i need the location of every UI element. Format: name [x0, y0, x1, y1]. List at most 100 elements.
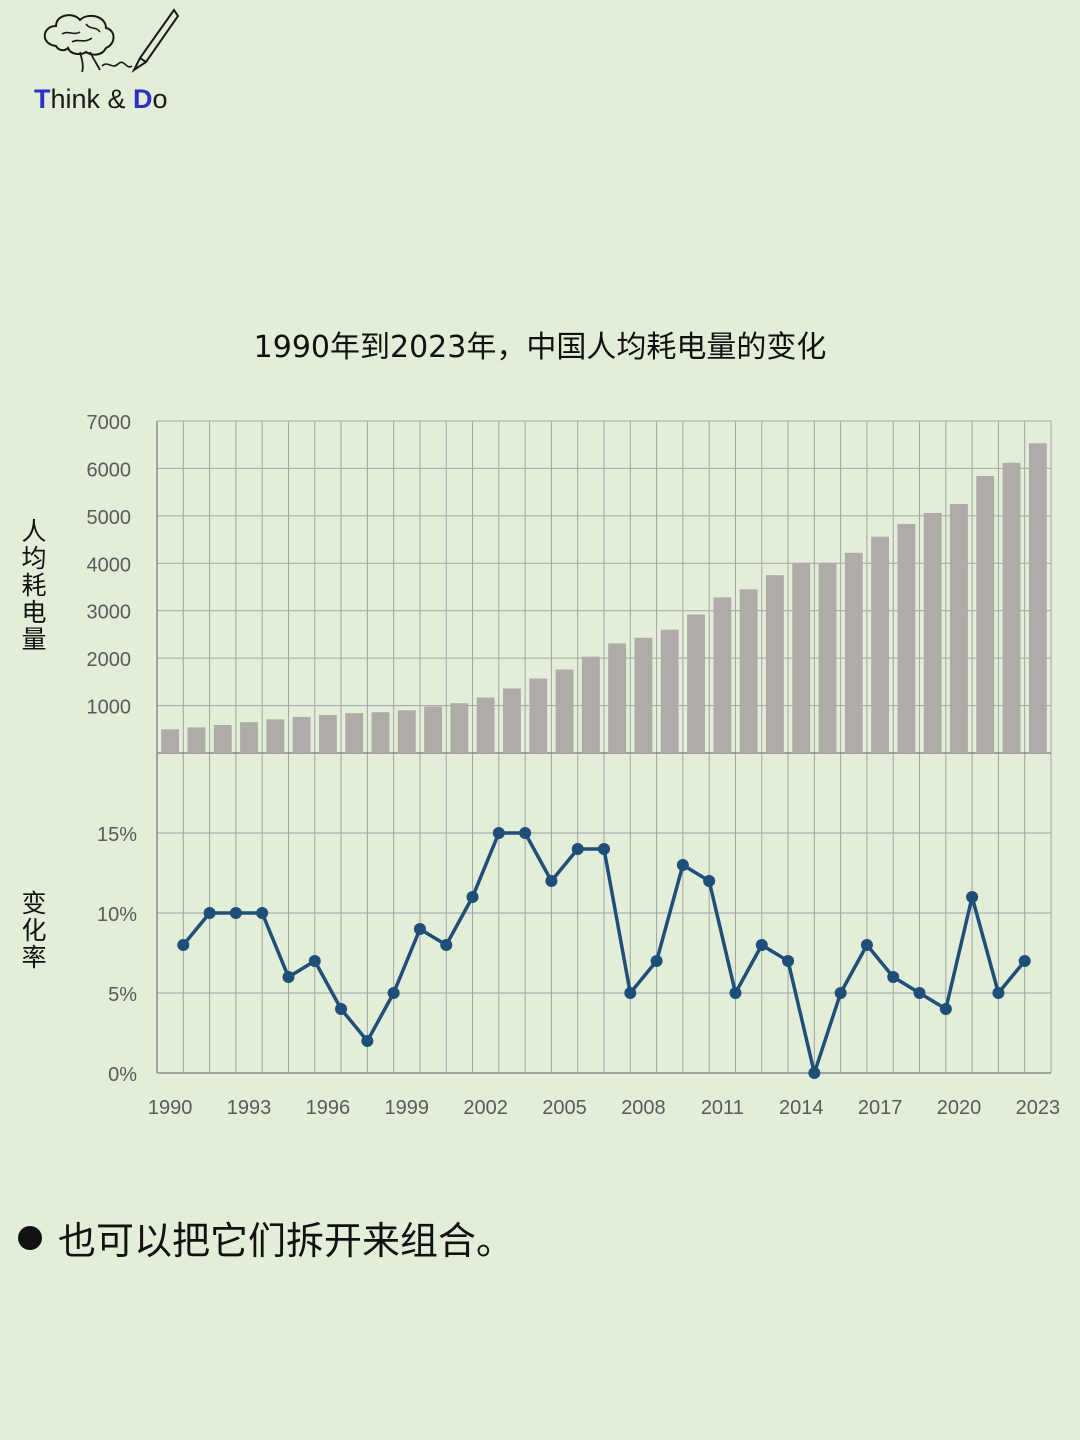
logo-text-end: o — [152, 84, 168, 114]
bar — [818, 563, 837, 753]
x-tick-label: 1990 — [148, 1097, 193, 1119]
top-y-tick-label: 6000 — [87, 459, 132, 481]
bar — [713, 597, 732, 753]
bar — [581, 656, 600, 753]
logo-letter-d: D — [133, 84, 153, 114]
bar — [1028, 443, 1047, 753]
bar — [397, 710, 416, 753]
bar — [792, 563, 811, 753]
bar — [213, 725, 232, 753]
bar — [634, 637, 653, 753]
data-point — [913, 987, 926, 999]
data-point — [808, 1067, 821, 1079]
y-axis-label-char: 率 — [21, 943, 47, 972]
data-point — [703, 875, 716, 887]
data-point — [413, 923, 426, 935]
bar — [950, 504, 968, 753]
note-text: 也可以把它们拆开来组合。 — [58, 1219, 515, 1263]
bottom-y-tick-label: 10% — [97, 904, 137, 926]
logo-letter-t: T — [34, 84, 51, 114]
data-point — [387, 987, 400, 999]
bar — [765, 575, 784, 753]
y-axis-label-char: 量 — [21, 625, 47, 654]
y-axis-label-char: 耗 — [21, 571, 47, 600]
top-y-tick-label: 4000 — [87, 554, 132, 576]
bar — [240, 722, 258, 753]
bottom-y-tick-label: 5% — [108, 984, 137, 1006]
x-tick-label: 2008 — [621, 1097, 666, 1119]
x-tick-label: 2011 — [701, 1097, 744, 1119]
y-axis-label-char: 电 — [21, 598, 47, 627]
logo-text-mid: hink & — [50, 84, 134, 114]
bar — [503, 688, 521, 753]
data-point — [203, 907, 216, 919]
bar — [424, 706, 443, 753]
bar — [345, 713, 364, 753]
data-point — [177, 939, 190, 951]
bar — [660, 629, 679, 753]
bar — [450, 703, 469, 753]
brand-logo: Think & Do — [30, 8, 200, 115]
bar — [292, 716, 311, 753]
bar — [844, 552, 863, 753]
x-tick-label: 2017 — [858, 1097, 903, 1119]
data-point — [308, 955, 321, 967]
data-point — [440, 939, 453, 951]
data-point — [282, 971, 295, 983]
data-point — [755, 939, 768, 951]
data-point — [361, 1035, 374, 1047]
bar — [687, 614, 705, 753]
brain-pen-icon — [43, 8, 180, 73]
bar — [371, 712, 390, 753]
data-point — [335, 1003, 348, 1015]
x-tick-label: 2005 — [542, 1097, 587, 1119]
data-point — [545, 875, 558, 887]
data-point — [466, 891, 479, 903]
data-point — [492, 827, 505, 839]
top-y-tick-label: 5000 — [87, 507, 132, 529]
y-axis-label-char: 均 — [21, 544, 47, 573]
data-point — [939, 1003, 952, 1015]
bar — [555, 669, 574, 753]
bar — [1002, 462, 1021, 753]
top-y-tick-label: 1000 — [87, 697, 132, 719]
bar — [161, 729, 180, 753]
bar — [739, 589, 758, 753]
data-point — [834, 987, 847, 999]
data-point — [782, 955, 795, 967]
bar — [187, 727, 206, 753]
top-y-axis-label: 人均耗电量 — [19, 518, 49, 653]
y-axis-label-char: 变 — [21, 889, 47, 918]
data-point — [229, 907, 242, 919]
x-tick-label: 1999 — [385, 1097, 430, 1119]
top-y-tick-label: 3000 — [87, 602, 132, 624]
bar — [871, 536, 890, 753]
data-point — [598, 843, 610, 855]
data-point — [624, 987, 637, 999]
combo-chart: 1000 2000 3000 4000 5000 6000 7000 0% 5% 10% 15% 19… — [87, 412, 1061, 1119]
data-point — [860, 939, 873, 951]
chart-title: 1990年到2023年，中国人均耗电量的变化 — [253, 330, 827, 365]
data-point — [992, 987, 1005, 999]
x-tick-label: 1993 — [227, 1097, 272, 1119]
data-point — [729, 987, 742, 999]
y-axis-label-char: 人 — [21, 517, 47, 546]
bar — [897, 523, 916, 753]
logo-wordmark: Think & Do — [34, 84, 168, 115]
x-tick-label: 2020 — [937, 1097, 982, 1119]
top-y-tick-label: 2000 — [87, 649, 132, 671]
data-point — [256, 907, 269, 919]
data-point — [571, 843, 584, 855]
bar — [923, 513, 942, 753]
note-line: 也可以把它们拆开来组合。 — [18, 1210, 514, 1265]
bar — [476, 697, 495, 753]
data-point — [966, 891, 979, 903]
x-tick-label: 2002 — [463, 1097, 508, 1119]
bar — [266, 719, 285, 753]
data-point — [1018, 955, 1031, 967]
data-point — [650, 955, 663, 967]
x-tick-label: 2014 — [779, 1097, 824, 1119]
bottom-y-axis-label: 变化率 — [19, 890, 49, 971]
top-y-tick-label: 7000 — [87, 412, 132, 434]
bottom-y-tick-label: 15% — [97, 824, 137, 846]
